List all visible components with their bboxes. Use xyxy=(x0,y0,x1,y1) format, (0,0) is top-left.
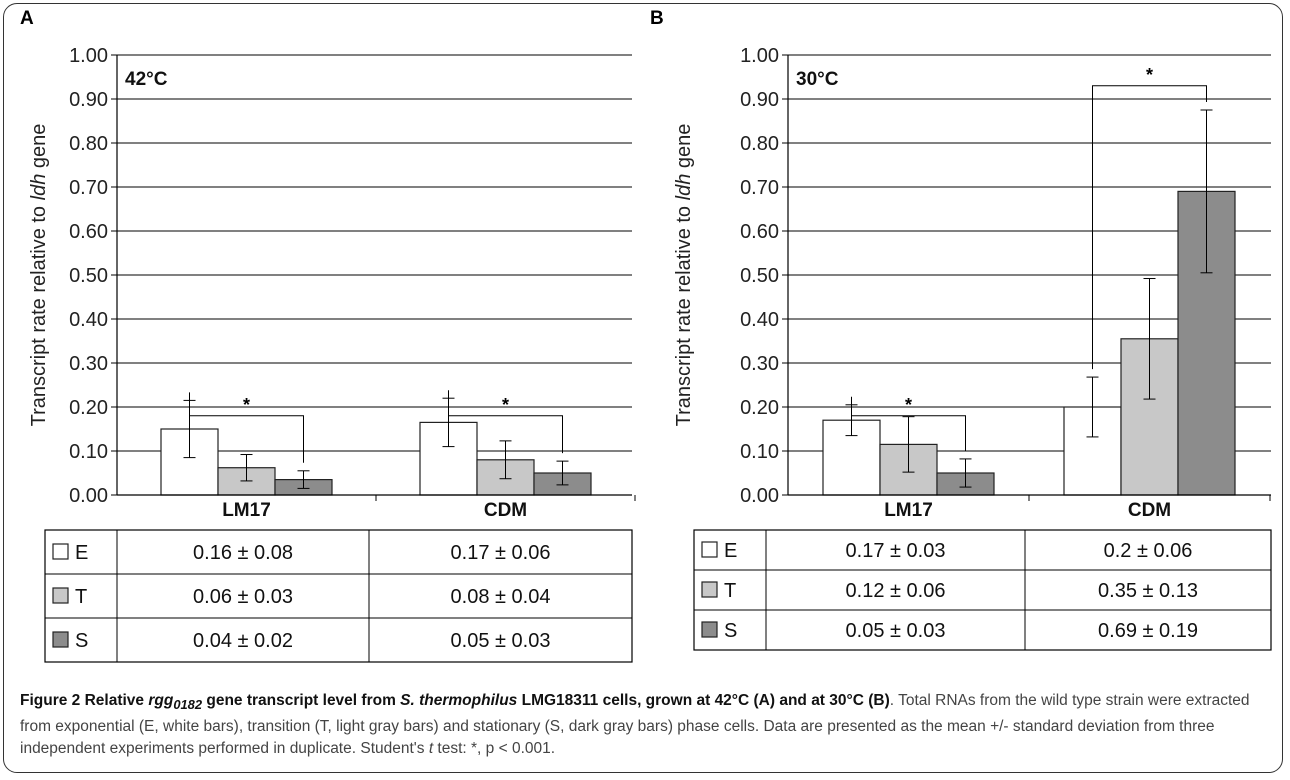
caption-species: S. thermophilus xyxy=(400,692,518,709)
panel-a-legend-swatch-t xyxy=(52,587,69,604)
panel-a-category-label-cdm: CDM xyxy=(484,500,527,521)
panel-b-table-cell: 0.12 ± 0.06 xyxy=(846,580,946,602)
panel-a-significance-marker: * xyxy=(243,395,250,415)
caption-body-part2: test: *, p < 0.001. xyxy=(433,740,556,758)
panel-a-y-axis-label-suffix: gene xyxy=(28,124,50,174)
panel-b-significance-marker: * xyxy=(1146,65,1153,85)
panel-b-ytick-label: 0.10 xyxy=(740,441,779,463)
panel-a-legend-swatch-s xyxy=(52,631,69,648)
panel-a-y-axis-label-prefix: Transcript rate relative to xyxy=(28,200,50,426)
panel-a-significance-marker: * xyxy=(502,395,509,415)
panel-b-ytick-label: 0.70 xyxy=(740,177,779,199)
panel-a-ytick-label: 0.10 xyxy=(69,441,108,463)
panel-a-category-label-lm17: LM17 xyxy=(222,500,271,521)
panel-b-significance-bracket xyxy=(1092,85,1207,370)
panel-a-ytick-label: 0.30 xyxy=(69,353,108,375)
panel-b-ytick-label: 0.00 xyxy=(740,485,779,507)
panel-b-category-label-lm17: LM17 xyxy=(884,500,933,521)
panel-b-table-border xyxy=(693,529,1272,651)
caption-title-part3: LMG18311 cells, grown at 42°C (A) and at… xyxy=(517,692,890,709)
panel-a-ytick-label: 1.00 xyxy=(69,45,108,67)
panel-b-significance-marker: * xyxy=(905,395,912,415)
panel-a-legend-label-e: E xyxy=(75,542,88,564)
panel-b-y-axis-label-suffix: gene xyxy=(673,124,695,174)
panel-a-legend-label-t: T xyxy=(75,586,87,608)
caption-title-part2: gene transcript level from xyxy=(202,692,401,709)
panel-b-y-axis-label-prefix: Transcript rate relative to xyxy=(673,200,695,426)
panel-b-ytick-label: 0.30 xyxy=(740,353,779,375)
caption-gene-sub: 0182 xyxy=(173,697,203,713)
panel-b-condition-label: 30°C xyxy=(796,69,839,90)
panel-b-ytick-label: 0.50 xyxy=(740,265,779,287)
panel-b-ytick-label: 1.00 xyxy=(740,45,779,67)
panel-a-legend-label-s: S xyxy=(75,630,88,652)
panel-b-y-axis-label: Transcript rate relative to ldh gene xyxy=(673,124,695,427)
panel-b-ytick-label: 0.80 xyxy=(740,133,779,155)
panel-a-ytick-label: 0.60 xyxy=(69,221,108,243)
panel-a-table-border xyxy=(44,529,633,663)
figure-svg: A 0.00 0.10 0.20 0.30 0.40 0.50 0.60 0.70 0.80 0.9… xyxy=(20,8,1272,663)
panel-b-legend-swatch-s xyxy=(701,621,718,638)
caption-body-part1: . Total RNAs from the wild type strain w… xyxy=(20,692,1250,758)
panel-a-table-cell: 0.05 ± 0.03 xyxy=(451,630,551,652)
panel-a-ytick-label: 0.70 xyxy=(69,177,108,199)
caption-figure-label: Figure 2 xyxy=(20,692,81,709)
caption-test-var: t xyxy=(428,740,434,758)
panel-a-ytick-label: 0.40 xyxy=(69,309,108,331)
panel-b-legend-swatch-e xyxy=(701,541,718,558)
panel-a-ytick-label: 0.20 xyxy=(69,397,108,419)
panel-b-legend-label-t: T xyxy=(724,580,736,602)
panel-b-legend-swatch-t xyxy=(701,581,718,598)
panel-b-legend-label-s: S xyxy=(724,620,737,642)
figure-frame xyxy=(3,3,1283,773)
panel-a-condition-label: 42°C xyxy=(125,69,168,90)
panel-a-ytick-label: 0.90 xyxy=(69,89,108,111)
panel-b-ytick-label: 0.60 xyxy=(740,221,779,243)
panel-a-table-cell: 0.17 ± 0.06 xyxy=(451,542,551,564)
panel-b-ytick-label: 0.40 xyxy=(740,309,779,331)
caption-title-part1: Relative xyxy=(80,692,149,709)
panel-a-significance-bracket xyxy=(448,390,563,454)
panel-b-table-cell: 0.2 ± 0.06 xyxy=(1104,540,1193,562)
panel-a-y-axis-label-italic: ldh xyxy=(28,174,50,201)
panel-b-significance-bracket xyxy=(851,396,966,451)
panel-b-table-cell: 0.05 ± 0.03 xyxy=(846,620,946,642)
panel-a-ytick-label: 0.50 xyxy=(69,265,108,287)
panel-a-table-cell: 0.16 ± 0.08 xyxy=(193,542,293,564)
panel-b-table-cell: 0.69 ± 0.19 xyxy=(1098,620,1198,642)
panel-b-legend-label-e: E xyxy=(724,540,737,562)
panel-a-legend-swatch-e xyxy=(52,543,69,560)
panel-a-label: A xyxy=(20,8,34,29)
panel-a-table-cell: 0.08 ± 0.04 xyxy=(451,586,551,608)
panel-b-y-axis-label-italic: ldh xyxy=(673,174,695,201)
panel-b-category-label-cdm: CDM xyxy=(1128,500,1171,521)
panel-a-ytick-label: 0.00 xyxy=(69,485,108,507)
figure-caption: Figure 2 Relative rgg0182 gene transcrip… xyxy=(20,690,1275,760)
panel-a-table-cell: 0.04 ± 0.02 xyxy=(193,630,293,652)
panel-a-significance-bracket xyxy=(189,392,304,463)
panel-b-table-cell: 0.35 ± 0.13 xyxy=(1098,580,1198,602)
panel-a-table-cell: 0.06 ± 0.03 xyxy=(193,586,293,608)
panel-b-ytick-label: 0.20 xyxy=(740,397,779,419)
caption-gene: rgg xyxy=(148,692,174,709)
panel-a-chart: A 0.00 0.10 0.20 0.30 0.40 0.50 0.60 0.70 0.80 0.9… xyxy=(20,8,636,663)
panel-b-ytick-label: 0.90 xyxy=(740,89,779,111)
panel-a-ytick-label: 0.80 xyxy=(69,133,108,155)
panel-a-y-axis-label: Transcript rate relative to ldh gene xyxy=(28,124,50,427)
panel-b-table-cell: 0.17 ± 0.03 xyxy=(846,540,946,562)
panel-b-chart: B 0.00 0.10 0.20 0.30 0.40 0.50 0.60 0.70 0.80 0.9… xyxy=(650,8,1272,651)
panel-b-label: B xyxy=(650,8,664,29)
